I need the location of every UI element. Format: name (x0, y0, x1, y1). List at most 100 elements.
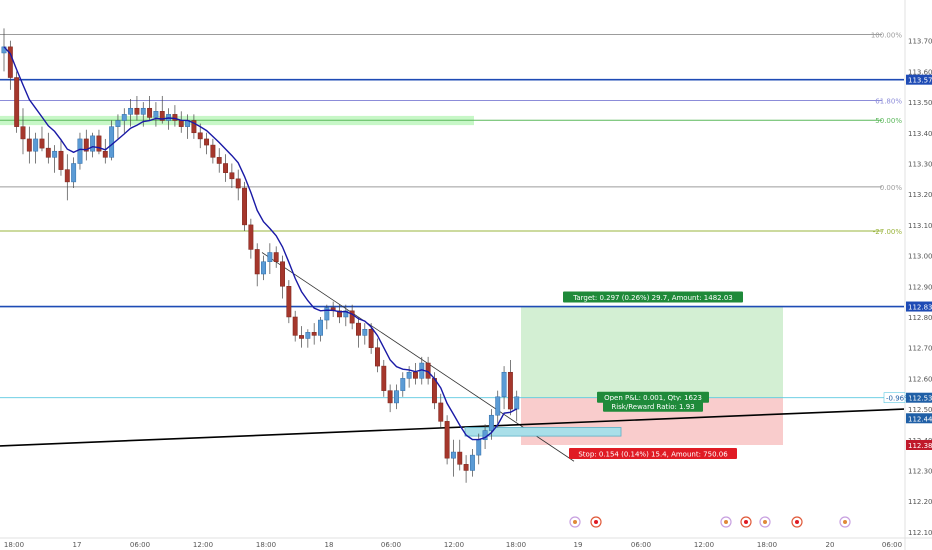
downtrend-line (261, 252, 575, 462)
candle-body-70 (444, 421, 450, 459)
price-tick-9: 112.800 (908, 314, 932, 322)
candle-body-62 (394, 390, 399, 404)
level-113573-tag-bg (906, 74, 932, 85)
candle-body-73 (463, 464, 469, 471)
level-112834-tag-bg (906, 301, 932, 312)
candle-body-32 (204, 138, 210, 146)
candle-body-42 (267, 252, 273, 262)
candle-body-27 (172, 114, 178, 121)
candle-body-35 (223, 163, 229, 173)
time-label-8: 18:00 (506, 541, 526, 549)
candle-body-38 (242, 187, 247, 226)
candle-body-79 (501, 371, 507, 398)
stop-level-tag-bg (906, 439, 932, 450)
level-112834-tag: 112.834 (908, 304, 932, 312)
current-pct-bg (883, 392, 906, 404)
time-label-12: 18:00 (757, 541, 777, 549)
candle-body-25 (159, 111, 165, 121)
candle-body-5 (33, 138, 39, 152)
candle-body-74 (469, 454, 475, 471)
candle-body-15 (96, 135, 102, 152)
candle-body-46 (292, 316, 298, 336)
fib-label-1: 61.80% (875, 98, 902, 106)
candle-body-11 (71, 163, 77, 183)
candle-body-78 (495, 396, 501, 416)
candle-body-44 (280, 261, 285, 287)
candle-body-64 (406, 371, 412, 379)
candle-body-2 (14, 77, 20, 127)
time-axis: 18:00 17 06:00 12:00 18:00 18 06:00 12:00 18:00 1… (0, 537, 932, 549)
price-tick-10: 112.700 (908, 345, 932, 353)
price-tick-0: 113.700 (908, 38, 932, 46)
candle-body-56 (356, 322, 361, 336)
candle-body-36 (229, 172, 235, 180)
candle-body-72 (457, 451, 463, 465)
candle-body-49 (311, 332, 317, 336)
target-label: Target: 0.297 (0.26%) 29.7, Amount: 1482… (572, 294, 733, 302)
time-label-5: 18 (325, 541, 334, 549)
candle-body-8 (52, 150, 58, 158)
candle-body-14 (90, 135, 96, 152)
fib-label-3: 0.00% (880, 184, 903, 192)
candle-body-19 (121, 114, 127, 121)
rr-label-bg (603, 400, 703, 412)
price-tick-3: 113.400 (908, 130, 932, 138)
candle-body-71 (450, 451, 456, 459)
target-label-bg (563, 291, 743, 303)
time-label-13: 20 (826, 541, 835, 549)
candle-body-31 (197, 132, 203, 140)
time-label-2: 06:00 (130, 541, 150, 549)
price-axis: 113.700 113.600 113.500 113.400 113.300 113.2… (883, 0, 932, 550)
candle-body-3 (20, 126, 26, 140)
time-label-10: 06:00 (631, 541, 651, 549)
candle-body-13 (83, 138, 89, 152)
pnl-label-bg (597, 391, 709, 403)
support-trendline (0, 408, 905, 447)
ma-line (3, 46, 518, 441)
candle-body-37 (235, 178, 241, 189)
candle-body-40 (254, 249, 260, 275)
time-label-0: 18:00 (4, 541, 24, 549)
candle-body-80 (507, 371, 513, 410)
level-113573-tag: 113.573 (908, 77, 932, 85)
candle-body-54 (343, 310, 349, 318)
price-tick-8: 112.900 (908, 283, 932, 291)
candle-body-77 (488, 414, 494, 431)
candle-body-58 (368, 329, 374, 348)
time-label-3: 12:00 (193, 541, 213, 549)
price-tick-15: 112.200 (908, 498, 932, 506)
candle-body-33 (210, 144, 216, 158)
price-tick-12: 112.500 (908, 406, 932, 414)
price-tick-6: 113.100 (908, 222, 932, 230)
candle-body-47 (299, 335, 304, 339)
event-marker-3-dot (724, 520, 728, 524)
trendline-price-tag: 112.442 (908, 415, 932, 423)
candle-body-1 (7, 46, 13, 78)
time-label-11: 12:00 (694, 541, 714, 549)
moving-average (3, 46, 518, 441)
stop-label: Stop: 0.154 (0.14%) 15.4, Amount: 750.06 (578, 450, 728, 458)
pnl-label: Open P&L: 0.001, Qty: 1623 (604, 394, 702, 402)
candle-body-45 (286, 286, 292, 318)
event-markers[interactable] (569, 516, 851, 528)
candle-body-17 (109, 126, 115, 158)
candles (1, 28, 520, 483)
event-marker-4-dot (744, 520, 748, 524)
candle-body-6 (39, 138, 45, 149)
candle-body-57 (362, 329, 368, 336)
price-tick-11: 112.600 (908, 375, 932, 383)
candle-body-61 (387, 390, 393, 404)
candle-body-7 (45, 147, 51, 158)
position-labels: Target: 0.297 (0.26%) 29.7, Amount: 1482… (563, 291, 743, 459)
price-tick-2: 113.500 (908, 99, 932, 107)
candle-body-50 (318, 319, 323, 336)
candle-body-28 (178, 120, 184, 127)
current-price-tag-bg (906, 392, 932, 403)
candle-body-60 (381, 365, 387, 391)
event-marker-7-dot (843, 520, 847, 524)
fib-label-0: 100.00% (871, 32, 902, 40)
candle-body-23 (147, 107, 153, 118)
current-price-tag: 112.537 (908, 395, 932, 403)
